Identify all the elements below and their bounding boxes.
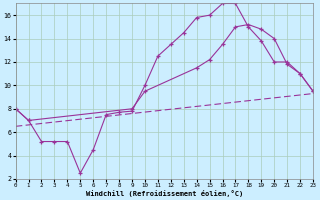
X-axis label: Windchill (Refroidissement éolien,°C): Windchill (Refroidissement éolien,°C) xyxy=(86,190,243,197)
